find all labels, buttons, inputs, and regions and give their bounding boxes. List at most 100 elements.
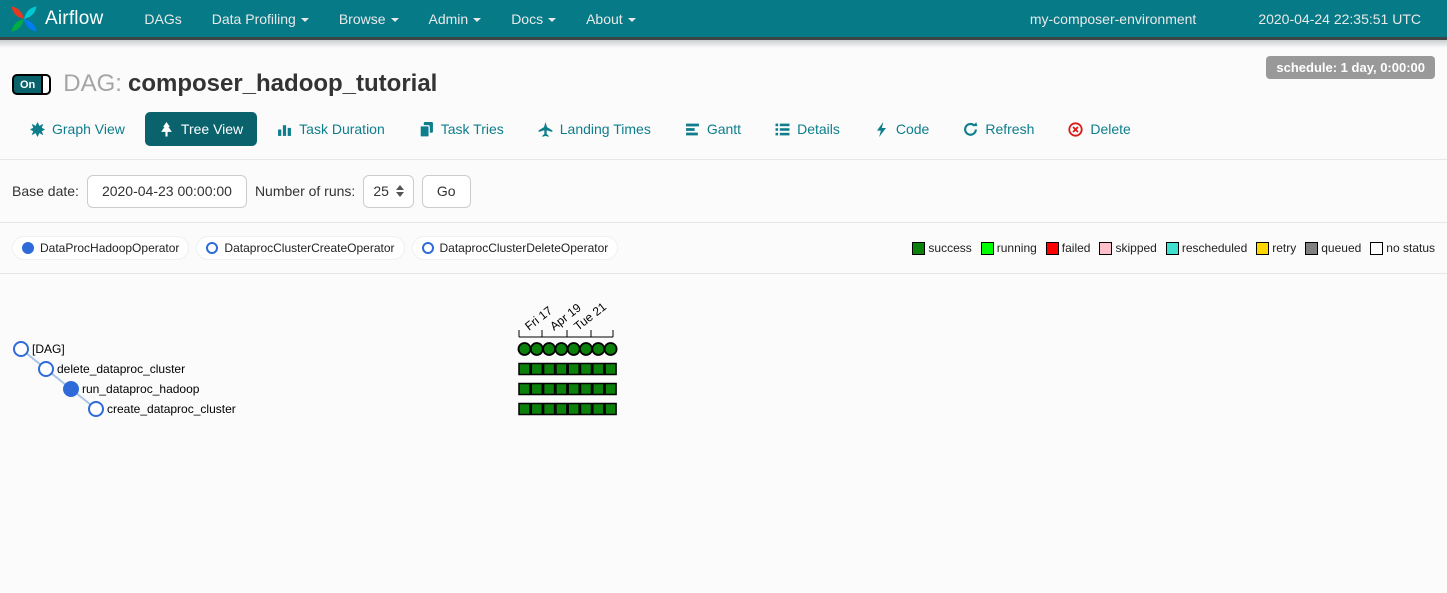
task-instance-status-cell[interactable] <box>530 382 544 396</box>
status-legend-running: running <box>980 241 1037 255</box>
operator-circle-icon <box>421 242 434 254</box>
base-date-label: Base date: <box>12 183 79 199</box>
divider <box>0 273 1447 274</box>
tab-details[interactable]: Details <box>761 112 854 146</box>
caret-down-icon <box>473 17 482 22</box>
task-instance-status-cell[interactable] <box>555 402 568 416</box>
task-instance-status-cell[interactable] <box>518 362 531 376</box>
task-instance-status-cell[interactable] <box>530 402 544 416</box>
status-swatch-icon <box>912 241 926 255</box>
status-legend-no-status: no status <box>1370 241 1435 255</box>
task-instance-status-cell[interactable] <box>542 402 556 416</box>
dag-run-status-cell[interactable] <box>566 342 581 356</box>
go-button[interactable]: Go <box>421 174 471 208</box>
task-label: create_dataproc_cluster <box>107 402 236 416</box>
operator-legend-dataprocclustercreateoperator[interactable]: DataprocClusterCreateOperator <box>196 236 405 260</box>
navbar-shadow <box>0 40 1447 48</box>
task-instance-status-cell[interactable] <box>592 382 605 396</box>
nav-item-admin[interactable]: Admin <box>414 0 497 37</box>
task-instance-status-cell[interactable] <box>567 362 580 376</box>
tab-label: Task Duration <box>299 121 385 137</box>
dag-run-status-cell[interactable] <box>517 342 532 356</box>
tab-label: Graph View <box>52 121 125 137</box>
status-legend: success running failed skipped rescheduled re… <box>912 241 1435 255</box>
dag-on-off-toggle[interactable]: On <box>12 73 52 95</box>
status-swatch-icon <box>980 241 994 255</box>
task-instance-status-cell[interactable] <box>567 402 580 416</box>
axis-tick-label: Fri 17 <box>522 303 555 333</box>
task-node-dag[interactable] <box>13 341 29 357</box>
task-node-create-dataproc-cluster[interactable] <box>88 401 104 417</box>
status-legend-rescheduled: rescheduled <box>1165 241 1247 255</box>
task-instance-status-cell[interactable] <box>604 382 617 396</box>
divider <box>0 222 1447 223</box>
task-instance-status-cell[interactable] <box>604 362 617 376</box>
tab-label: Refresh <box>985 121 1035 137</box>
dag-prefix-label: DAG: <box>63 70 122 97</box>
dag-run-status-cell[interactable] <box>554 342 569 356</box>
task-instance-status-cell[interactable] <box>542 382 556 396</box>
nav-item-docs[interactable]: Docs <box>496 0 571 37</box>
tab-refresh[interactable]: Refresh <box>949 112 1048 146</box>
nav-item-dags[interactable]: DAGs <box>144 10 182 27</box>
status-legend-queued: queued <box>1305 241 1361 255</box>
task-instance-status-cell[interactable] <box>555 362 568 376</box>
num-runs-select[interactable]: 25 <box>363 174 414 208</box>
tab-graph-view[interactable]: Graph View <box>16 112 139 146</box>
num-runs-value: 25 <box>373 183 389 199</box>
task-instance-status-cell[interactable] <box>518 402 531 416</box>
nav-item-about[interactable]: About <box>571 0 651 37</box>
task-node-delete-dataproc-cluster[interactable] <box>38 361 54 377</box>
status-label: running <box>996 241 1037 255</box>
tab-code[interactable]: Code <box>860 112 943 146</box>
toggle-knob <box>41 75 50 93</box>
refresh-icon <box>963 121 978 137</box>
task-instance-status-cell[interactable] <box>567 382 580 396</box>
status-label: no status <box>1386 241 1435 255</box>
task-instance-status-cell[interactable] <box>579 362 593 376</box>
status-label: queued <box>1321 241 1362 255</box>
tab-delete[interactable]: Delete <box>1054 112 1144 146</box>
utc-clock: 2020-04-24 22:35:51 UTC <box>1258 10 1421 27</box>
landing-times-icon <box>538 121 553 137</box>
dag-run-status-cell[interactable] <box>529 342 544 356</box>
tab-label: Tree View <box>180 121 244 137</box>
airflow-brand[interactable]: Airflow <box>10 5 103 33</box>
task-node-run-dataproc-hadoop[interactable] <box>63 381 79 397</box>
task-instance-status-cell[interactable] <box>530 362 544 376</box>
tree-view-icon <box>159 121 174 137</box>
toggle-on-label: On <box>20 78 36 91</box>
status-label: retry <box>1272 241 1297 255</box>
nav-item-data-profiling[interactable]: Data Profiling <box>197 0 324 37</box>
task-instance-status-cell[interactable] <box>579 402 593 416</box>
operator-label: DataprocClusterCreateOperator <box>224 241 395 255</box>
brand-title: Airflow <box>45 7 104 29</box>
operator-label: DataProcHadoopOperator <box>40 241 180 255</box>
task-instance-status-cell[interactable] <box>542 362 556 376</box>
task-instance-status-cell[interactable] <box>604 402 617 416</box>
legend-row: DataProcHadoopOperator DataprocClusterCre… <box>12 236 1435 260</box>
dag-run-status-cell[interactable] <box>591 342 606 356</box>
task-instance-status-cell[interactable] <box>518 382 531 396</box>
operator-label: DataprocClusterDeleteOperator <box>439 241 609 255</box>
nav-item-browse[interactable]: Browse <box>324 0 414 37</box>
task-instance-status-cell[interactable] <box>579 382 593 396</box>
caret-down-icon <box>390 17 399 22</box>
tree-chart-container: Fri 17 Apr 19 Tue 21 [DAG] delete_dataproc_c… <box>8 287 1447 440</box>
operator-legend-dataprochadoopoperator[interactable]: DataProcHadoopOperator <box>12 236 190 260</box>
task-instance-status-cell[interactable] <box>555 382 568 396</box>
tab-task-duration[interactable]: Task Duration <box>263 112 399 146</box>
dag-run-status-cell[interactable] <box>542 342 556 356</box>
task-instance-status-cell[interactable] <box>592 362 605 376</box>
task-tries-icon <box>419 121 434 137</box>
tab-gantt[interactable]: Gantt <box>671 112 755 146</box>
base-date-input[interactable] <box>86 174 247 208</box>
dag-run-status-cell[interactable] <box>579 342 593 356</box>
tab-landing-times[interactable]: Landing Times <box>524 112 665 146</box>
dag-run-status-cell[interactable] <box>603 342 618 356</box>
tab-task-tries[interactable]: Task Tries <box>405 112 518 146</box>
task-instance-status-cell[interactable] <box>592 402 605 416</box>
tab-tree-view[interactable]: Tree View <box>144 112 258 146</box>
operator-legend-dataprocclusterdeleteoperator[interactable]: DataprocClusterDeleteOperator <box>411 236 619 260</box>
navbar-right: my-composer-environment 2020-04-24 22:35… <box>1030 11 1447 27</box>
